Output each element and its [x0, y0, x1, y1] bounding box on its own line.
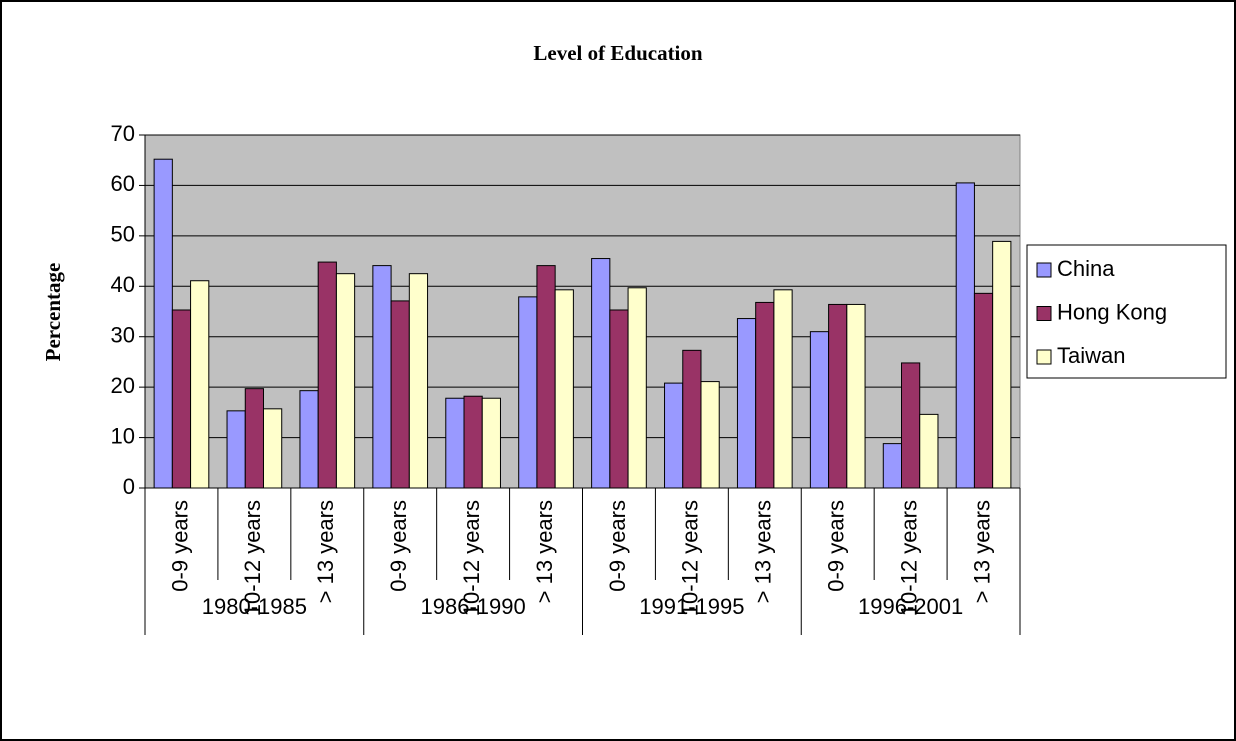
y-tick-label: 0	[123, 474, 135, 499]
x-tick-label: 0-9 years	[386, 500, 411, 592]
bar	[372, 265, 392, 489]
bar	[591, 258, 611, 489]
x-tick-label: > 13 years	[969, 500, 994, 603]
bar	[335, 273, 356, 489]
x-tick-label: 10-12 years	[240, 500, 265, 616]
bar	[481, 397, 501, 489]
bar	[536, 265, 556, 489]
x-tick-label: 0-9 years	[167, 500, 192, 592]
y-tick-label: 30	[111, 323, 135, 348]
bar	[153, 158, 173, 489]
bar	[901, 362, 921, 489]
bar	[828, 303, 848, 489]
legend-swatch	[1036, 262, 1052, 278]
bar	[846, 303, 866, 489]
y-tick-label: 40	[111, 272, 135, 297]
x-tick-label: 0-9 years	[605, 500, 630, 592]
y-tick-label: 70	[111, 121, 135, 146]
y-tick-label: 20	[111, 373, 135, 398]
bar	[809, 331, 830, 489]
legend-box	[1026, 244, 1227, 379]
bar	[955, 182, 975, 489]
x-group-label: 1996-2001	[858, 594, 963, 619]
bar	[882, 443, 903, 489]
x-tick-label: 10-12 years	[678, 500, 703, 616]
bar	[773, 289, 793, 489]
bar	[664, 382, 684, 489]
bar	[518, 296, 538, 489]
y-axis-title: Percentage	[41, 263, 65, 362]
legend-label: Taiwan	[1057, 343, 1125, 368]
bar	[390, 300, 410, 489]
x-group-label: 1980-1985	[202, 594, 307, 619]
bar	[445, 397, 465, 489]
legend-label: Hong Kong	[1057, 299, 1167, 324]
bar	[627, 287, 647, 489]
legend-swatch	[1036, 306, 1052, 321]
bar	[700, 381, 720, 489]
x-group-label: 1986-1990	[421, 594, 526, 619]
bar	[973, 292, 994, 489]
x-tick-label: 10-12 years	[459, 500, 484, 616]
y-tick-label: 10	[111, 423, 135, 448]
plot-area	[144, 134, 1021, 489]
x-tick-label: 0-9 years	[824, 500, 849, 592]
bar	[463, 395, 483, 489]
x-tick-label: 10-12 years	[896, 500, 921, 616]
bar	[919, 413, 939, 489]
bar	[190, 280, 210, 489]
bar	[226, 410, 246, 489]
bar	[755, 301, 775, 489]
bar	[262, 408, 283, 489]
bar	[609, 309, 629, 489]
x-tick-label: > 13 years	[532, 500, 557, 603]
bar	[317, 261, 337, 489]
chart-title: Level of Education	[533, 41, 702, 65]
legend-label: China	[1057, 256, 1115, 281]
bar	[554, 289, 574, 489]
y-tick-label: 50	[111, 222, 135, 247]
bar	[736, 318, 757, 489]
bar	[244, 388, 264, 489]
bar	[171, 309, 192, 489]
legend-swatch	[1036, 349, 1052, 365]
bar	[408, 273, 429, 489]
bar	[992, 240, 1012, 489]
x-tick-label: > 13 years	[751, 500, 776, 603]
x-tick-label: > 13 years	[313, 500, 338, 603]
x-group-label: 1991-1995	[639, 594, 744, 619]
y-tick-label: 60	[111, 171, 135, 196]
bar	[299, 390, 319, 489]
bar	[682, 349, 702, 489]
